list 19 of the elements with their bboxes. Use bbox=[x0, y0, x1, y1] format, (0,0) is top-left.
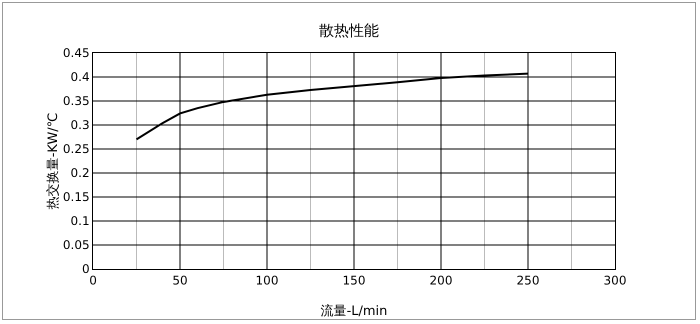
x-axis-title: 流量-L/min bbox=[320, 303, 388, 319]
y-tick-label: 0.25 bbox=[62, 142, 90, 156]
y-tick-label: 0.05 bbox=[62, 238, 90, 252]
x-tick-label: 200 bbox=[430, 273, 452, 288]
y-tick-label: 0.4 bbox=[70, 70, 90, 84]
y-tick-label: 0 bbox=[82, 262, 90, 276]
y-axis-title: 热交换量-KW/℃ bbox=[44, 112, 61, 210]
y-tick-label: 0.1 bbox=[70, 214, 90, 228]
y-tick-label: 0.45 bbox=[62, 46, 90, 60]
x-tick-label: 250 bbox=[516, 273, 540, 288]
y-tick-label: 0.15 bbox=[62, 190, 90, 204]
y-tick-label: 0.2 bbox=[70, 166, 90, 180]
x-tick-label: 100 bbox=[256, 273, 278, 288]
x-tick-label: 300 bbox=[604, 273, 626, 288]
x-tick-label: 50 bbox=[172, 273, 188, 288]
y-tick-label: 0.3 bbox=[70, 118, 90, 132]
chart-title: 散热性能 bbox=[319, 22, 379, 40]
x-tick-label: 150 bbox=[342, 273, 366, 288]
y-tick-label: 0.35 bbox=[62, 94, 90, 108]
